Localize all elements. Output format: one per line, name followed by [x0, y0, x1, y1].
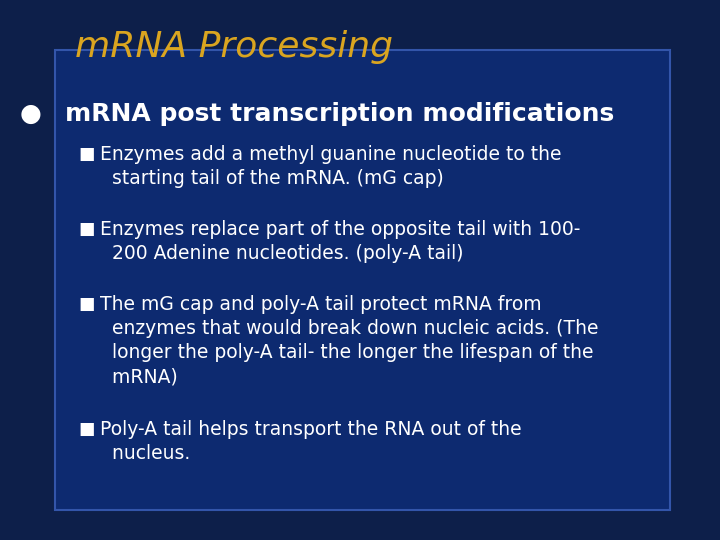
Text: ■: ■: [78, 420, 94, 438]
Text: The mG cap and poly-A tail protect mRNA from
  enzymes that would break down nuc: The mG cap and poly-A tail protect mRNA …: [100, 295, 598, 387]
Text: Enzymes replace part of the opposite tail with 100-
  200 Adenine nucleotides. (: Enzymes replace part of the opposite tai…: [100, 220, 580, 263]
Text: Enzymes add a methyl guanine nucleotide to the
  starting tail of the mRNA. (mG : Enzymes add a methyl guanine nucleotide …: [100, 145, 562, 188]
Text: mRNA Processing: mRNA Processing: [75, 30, 393, 64]
FancyBboxPatch shape: [55, 50, 670, 510]
Text: ■: ■: [78, 295, 94, 313]
Text: ■: ■: [78, 145, 94, 163]
Text: mRNA post transcription modifications: mRNA post transcription modifications: [65, 102, 614, 126]
Text: ●: ●: [20, 102, 42, 126]
Text: Poly-A tail helps transport the RNA out of the
  nucleus.: Poly-A tail helps transport the RNA out …: [100, 420, 521, 463]
Text: ■: ■: [78, 220, 94, 238]
